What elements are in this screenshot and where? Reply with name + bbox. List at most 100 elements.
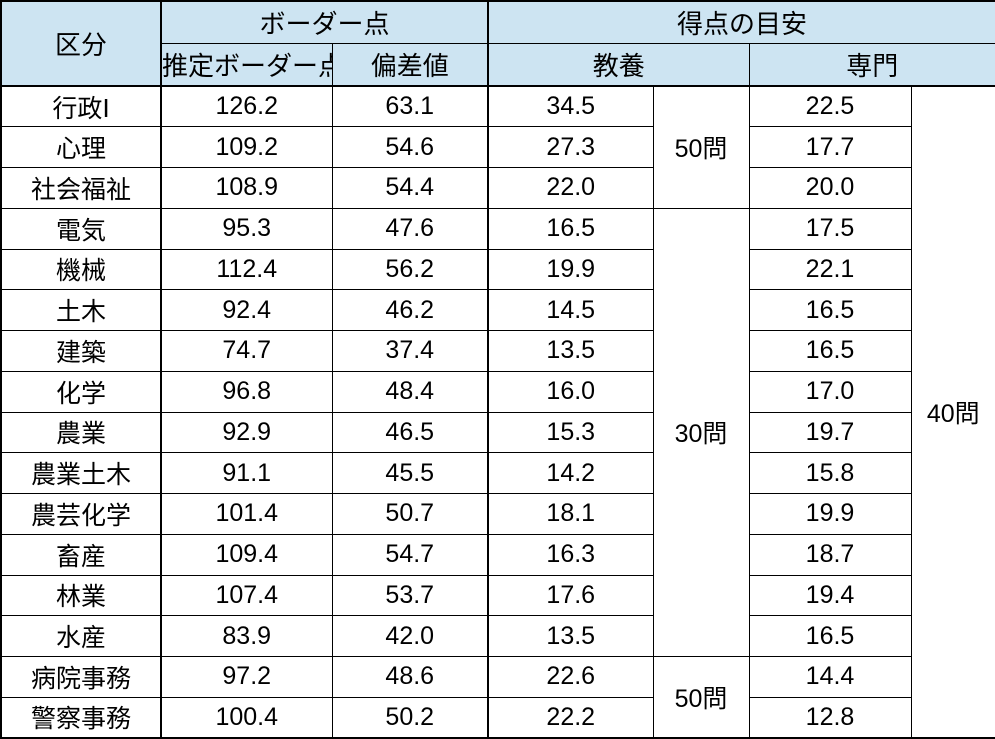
estimated-border-cell: 96.8: [160, 370, 333, 413]
senmon-score-cell: 16.5: [748, 289, 912, 331]
senmon-score-cell: 16.5: [748, 615, 912, 657]
estimated-border-cell: 83.9: [160, 615, 333, 657]
table-row: 社会福祉 108.9 54.4 22.0 20.0: [0, 167, 995, 209]
row-category-cell: 土木: [0, 289, 162, 331]
table-row: 畜産 109.4 54.7 16.3 18.7: [0, 533, 995, 576]
kyoyo-score-cell: 16.5: [487, 207, 654, 250]
senmon-score-cell: 16.5: [748, 330, 912, 372]
estimated-border-cell: 97.2: [160, 656, 333, 698]
table-body: 行政Ⅰ 126.2 63.1 34.5 50問 22.5 40問 心理 109.2 54.6 27.…: [0, 85, 995, 739]
deviation-cell: 45.5: [331, 452, 489, 494]
kyoyo-score-cell: 22.0: [487, 167, 654, 209]
deviation-cell: 50.7: [331, 493, 489, 535]
kyoyo-score-cell: 18.1: [487, 493, 654, 535]
kyoyo-score-cell: 13.5: [487, 330, 654, 372]
row-category-cell: 機械: [0, 248, 162, 291]
deviation-cell: 48.4: [331, 370, 489, 413]
deviation-cell: 47.6: [331, 207, 489, 250]
deviation-cell: 56.2: [331, 248, 489, 291]
senmon-score-cell: 15.8: [748, 452, 912, 494]
kyoyo-score-cell: 19.9: [487, 248, 654, 291]
header-category: 区分: [0, 0, 162, 87]
deviation-cell: 54.6: [331, 126, 489, 168]
senmon-score-cell: 22.1: [748, 248, 912, 291]
senmon-score-cell: 14.4: [748, 656, 912, 698]
senmon-score-cell: 18.7: [748, 533, 912, 576]
kyoyo-score-cell: 22.2: [487, 696, 654, 739]
senmon-question-count-cell: 40問: [910, 85, 995, 739]
row-category-cell: 社会福祉: [0, 167, 162, 209]
deviation-cell: 42.0: [331, 615, 489, 657]
deviation-cell: 54.4: [331, 167, 489, 209]
table-row: 化学 96.8 48.4 16.0 17.0: [0, 370, 995, 413]
kyoyo-score-cell: 16.3: [487, 533, 654, 576]
row-category-cell: 水産: [0, 615, 162, 657]
header-kyoyo: 教養: [487, 42, 750, 87]
header-estimated-border: 推定ボーダー点: [160, 42, 333, 87]
table-row: 水産 83.9 42.0 13.5 16.5: [0, 615, 995, 657]
table-row: 病院事務 97.2 48.6 22.6 50問 14.4: [0, 656, 995, 739]
row-category-cell: 警察事務: [0, 696, 162, 739]
estimated-border-cell: 95.3: [160, 207, 333, 250]
kyoyo-score-cell: 27.3: [487, 126, 654, 168]
row-category-cell: 畜産: [0, 533, 162, 576]
header-border-group: ボーダー点: [159, 0, 489, 44]
deviation-cell: 37.4: [331, 330, 489, 372]
estimated-border-cell: 109.4: [160, 533, 333, 576]
row-category-cell: 行政Ⅰ: [0, 85, 162, 128]
header-deviation: 偏差値: [331, 42, 489, 87]
kyoyo-score-cell: 14.2: [487, 452, 654, 494]
kyoyo-score-cell: 34.5: [487, 85, 654, 128]
deviation-cell: 50.2: [331, 696, 489, 739]
estimated-border-cell: 91.1: [160, 452, 333, 494]
header-row-groups: 区分 ボーダー点 得点の目安: [0, 0, 995, 87]
row-category-cell: 病院事務: [0, 656, 162, 698]
deviation-cell: 48.6: [331, 656, 489, 698]
row-category-cell: 農業: [0, 411, 162, 454]
row-category-cell: 農業土木: [0, 452, 162, 494]
table-row: 土木 92.4 46.2 14.5 16.5: [0, 289, 995, 331]
senmon-score-cell: 19.4: [748, 574, 912, 617]
kyoyo-score-cell: 16.0: [487, 370, 654, 413]
row-category-cell: 農芸化学: [0, 493, 162, 535]
estimated-border-cell: 107.4: [160, 574, 333, 617]
row-category-cell: 林業: [0, 574, 162, 617]
table-row: 心理 109.2 54.6 27.3 17.7: [0, 126, 995, 168]
deviation-cell: 63.1: [331, 85, 489, 128]
row-category-cell: 電気: [0, 207, 162, 250]
deviation-cell: 54.7: [331, 533, 489, 576]
senmon-score-cell: 17.0: [748, 370, 912, 413]
header-score-group: 得点の目安: [487, 0, 995, 44]
senmon-score-cell: 22.5: [748, 85, 912, 128]
senmon-score-cell: 17.7: [748, 126, 912, 168]
table-row: 行政Ⅰ 126.2 63.1 34.5 50問 22.5 40問: [0, 85, 995, 739]
senmon-score-cell: 20.0: [748, 167, 912, 209]
table-row: 建築 74.7 37.4 13.5 16.5: [0, 330, 995, 372]
senmon-score-cell: 19.7: [748, 411, 912, 454]
senmon-score-cell: 12.8: [748, 696, 912, 739]
deviation-cell: 53.7: [331, 574, 489, 617]
estimated-border-cell: 126.2: [160, 85, 333, 128]
estimated-border-cell: 92.4: [160, 289, 333, 331]
kyoyo-score-cell: 17.6: [487, 574, 654, 617]
row-category-cell: 化学: [0, 370, 162, 413]
deviation-cell: 46.2: [331, 289, 489, 331]
kyoyo-score-cell: 13.5: [487, 615, 654, 657]
deviation-cell: 46.5: [331, 411, 489, 454]
kyoyo-score-cell: 15.3: [487, 411, 654, 454]
table-row: 警察事務 100.4 50.2 22.2 12.8: [0, 696, 995, 739]
kyoyo-question-count-cell: 50問: [652, 656, 750, 739]
estimated-border-cell: 74.7: [160, 330, 333, 372]
row-category-cell: 建築: [0, 330, 162, 372]
row-category-cell: 心理: [0, 126, 162, 168]
kyoyo-question-count-cell: 50問: [652, 85, 750, 209]
table-row: 林業 107.4 53.7 17.6 19.4: [0, 574, 995, 617]
kyoyo-score-cell: 22.6: [487, 656, 654, 698]
kyoyo-question-count-cell: 30問: [652, 207, 750, 658]
estimated-border-cell: 108.9: [160, 167, 333, 209]
estimated-border-cell: 112.4: [160, 248, 333, 291]
table-row: 農業土木 91.1 45.5 14.2 15.8: [0, 452, 995, 494]
table-row: 電気 95.3 47.6 16.5 30問 17.5: [0, 207, 995, 658]
